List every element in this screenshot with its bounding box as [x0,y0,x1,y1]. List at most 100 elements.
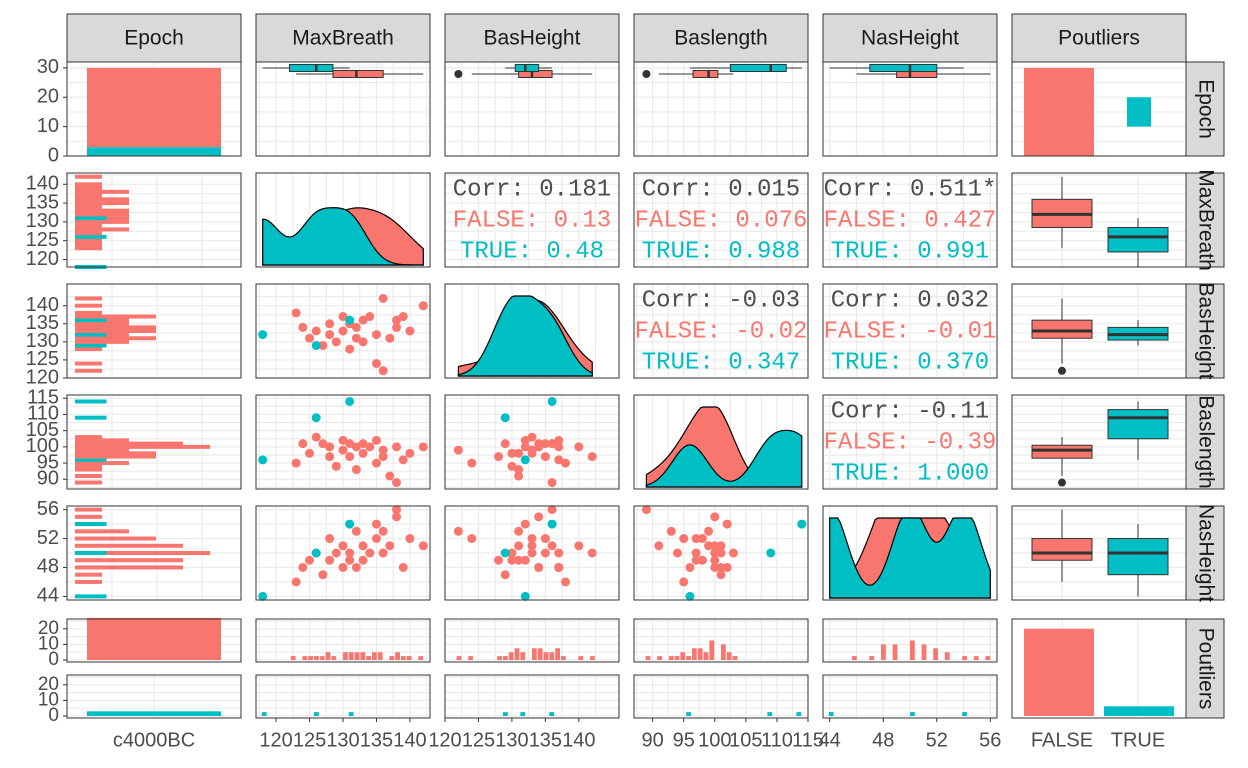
panel-poutliers-basheight-true-border [444,674,620,719]
scatter-point-false [291,308,301,318]
scatter-point-false [365,442,375,452]
histogram-bar-false [497,656,502,660]
correlation-text: FALSE: 0.076 [635,207,808,234]
x-tick-label: 110 [761,729,793,751]
histogram-bar-false [503,656,508,660]
scatter-point-false [514,555,524,565]
x-tick-label: 90 [642,729,664,751]
panel-basheight-epoch-border [66,283,242,379]
histogram-bar-false [456,656,462,660]
histogram-bar-false [645,656,651,660]
scatter-point-false [554,435,564,445]
scatter-point-false [331,461,341,471]
scatter-point-false [704,526,714,536]
panel-basheight-nasheight-border [822,283,998,379]
x-tick-label: 120 [428,729,461,751]
scatter-point-false [418,301,428,311]
epoch-histogram-bar [75,368,102,373]
scatter-point-false [418,541,428,551]
panel-basheight-baslength-border [633,283,809,379]
scatter-point-false [398,562,408,572]
histogram-bar-false [921,644,927,660]
scatter-point-false [392,478,402,488]
panel-maxbreath-basheight-border [444,172,620,268]
column-strip-label: Epoch [124,27,184,50]
panel-poutliers-nasheight-true-border [822,674,998,719]
scatter-point-false [358,439,368,449]
correlation-text: Corr: 0.511* [824,176,997,203]
histogram-bar-true [796,712,802,716]
scatter-point-false [507,461,517,471]
scatter-point-false [298,562,308,572]
scatter-point-false [716,541,726,551]
panel-basheight-maxbreath-border [255,283,431,379]
scatter-point-false [514,526,524,536]
boxplot-box-false [1031,538,1093,561]
poutliers-count-bar-false [1024,628,1094,716]
histogram-bar-false [418,656,424,660]
scatter-point-false [318,340,328,350]
histogram-bar-false [680,652,686,660]
scatter-point-false [560,577,570,587]
scatter-point-false [392,322,402,332]
epoch-histogram-bar [75,339,129,344]
epoch-histogram-bar [75,480,102,485]
y-tick-label: 100 [26,435,59,457]
scatter-point-false [520,555,530,565]
epoch-histogram-bar [75,347,102,352]
panel-baslength-basheight-bg [445,395,619,489]
scatter-point-false [291,458,301,468]
scatter-point-false [722,562,732,572]
scatter-point-false [679,577,689,587]
histogram-bar-false [395,652,400,660]
x-tick-label: 52 [926,729,948,751]
correlation-text: TRUE: 0.988 [642,238,800,265]
row-strip-label: BasHeight [1194,283,1217,380]
y-tick-label: 140 [26,173,59,195]
scatter-point-false [554,548,564,558]
epoch-histogram-bar [75,474,102,479]
y-tick-label: 115 [27,387,59,409]
x-tick-label: 125 [462,729,495,751]
panel-baslength-nasheight-border [822,394,998,490]
scatter-point-false [392,442,402,452]
scatter-point-false [666,526,676,536]
y-tick-label: 48 [37,556,59,578]
histogram-bar-false [401,656,406,660]
panel-basheight-baslength-bg [634,284,808,378]
column-strip-epoch [66,13,242,63]
scatter-point-false [574,541,584,551]
scatter-point-false [691,548,701,558]
epoch-histogram-bar [75,594,107,599]
panel-epoch-nasheight-border [822,61,998,157]
scatter-point-false [673,548,682,558]
epoch-histogram-bar [75,444,210,449]
histogram-bar-false [933,648,938,660]
epoch-histogram-bar [75,325,156,330]
histogram-bar-false [674,656,680,660]
scatter-point-false [710,555,720,565]
x-tick-label: 140 [562,729,595,751]
y-tick-label: 20 [38,674,59,695]
epoch-histogram-bar [75,572,102,577]
panel-maxbreath-epoch-border [66,172,242,268]
y-tick-label: 135 [26,191,59,213]
scatter-point-false [710,562,720,572]
scatter-point-false [345,439,355,449]
panel-maxbreath-baslength-border [633,172,809,268]
scatter-point-true [547,519,557,529]
panel-maxbreath-nasheight-border [822,172,998,268]
histogram-bar-false [532,648,537,660]
scatter-point-false [371,519,381,529]
correlation-text: Corr: -0.03 [642,287,800,314]
scatter-point-false [500,439,510,449]
scatter-point-true [520,455,530,465]
scatter-point-false [540,534,550,544]
scatter-point-false [325,442,335,452]
scatter-point-false [405,534,415,544]
histogram-bar-true [686,712,691,716]
column-strip-basheight [444,13,620,63]
scatter-point-false [325,555,335,565]
scatter-point-false [331,337,341,347]
